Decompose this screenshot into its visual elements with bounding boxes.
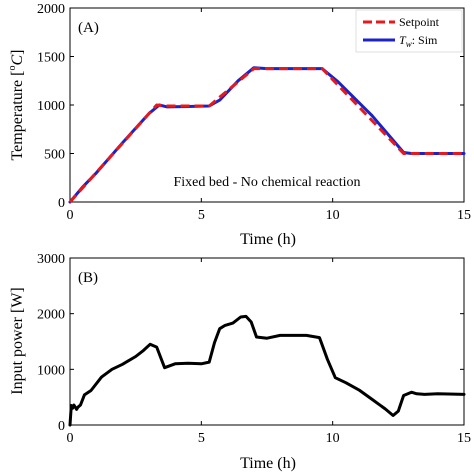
series-line-setpoint xyxy=(68,67,464,203)
panel-a-series xyxy=(68,66,466,204)
panel-a-xtick-label: 5 xyxy=(198,208,205,223)
panel-b-axes-box xyxy=(69,257,465,426)
legend-sim-label-t: T xyxy=(399,33,407,47)
panel-a-ytick-label: 0 xyxy=(58,196,65,211)
panel-a-ticks: 0 5 10 15 0 500 1000 1500 2000 xyxy=(37,2,471,223)
panel-b-label: (B) xyxy=(78,270,98,286)
panel-a-ylabel-main: Temperature [ xyxy=(9,71,26,161)
panel-b-ticks: 0 5 10 15 0 1000 2000 3000 xyxy=(37,252,471,446)
panel-b: 0 5 10 15 0 1000 2000 3000 (B) Time (h) Input p… xyxy=(9,252,471,472)
panel-b-ylabel: Input power [W] xyxy=(9,287,26,395)
panel-b-xtick-label: 10 xyxy=(326,431,340,446)
legend-setpoint-label: Setpoint xyxy=(399,15,440,29)
panel-b-xtick-label: 15 xyxy=(457,431,471,446)
panel-b-xtick-label: 5 xyxy=(198,431,205,446)
panel-a-xtick-label: 10 xyxy=(326,208,340,223)
legend-sim-label-rest: : Sim xyxy=(412,33,438,47)
panel-a-ylabel-end: ] xyxy=(9,50,26,55)
panel-b-ytick-label: 0 xyxy=(58,419,65,434)
panel-b-series xyxy=(68,314,466,427)
panel-a-legend: Setpoint Tw: Sim xyxy=(355,9,463,53)
panel-a-ylabel: Temperature [oC] xyxy=(7,50,26,161)
panel-a-annotation: Fixed bed - No chemical reaction xyxy=(174,175,361,190)
panel-a-xtick-label: 15 xyxy=(457,208,471,223)
panel-a-ytick-label: 2000 xyxy=(37,2,65,17)
panel-b-ytick-label: 1000 xyxy=(37,363,65,378)
panel-a-xtick-label: 0 xyxy=(67,208,74,223)
legend-sim-label-sub: w xyxy=(406,39,412,49)
panel-b-ytick-label: 3000 xyxy=(37,252,65,267)
panel-b-xlabel: Time (h) xyxy=(240,455,296,472)
panel-b-ytick-label: 2000 xyxy=(37,308,65,323)
panel-a: 0 5 10 15 0 500 1000 1500 2000 (A) Fixed bed - N… xyxy=(7,2,471,248)
panel-a-label: (A) xyxy=(78,20,99,36)
panel-a-ytick-label: 1500 xyxy=(37,51,65,66)
panel-a-ytick-label: 500 xyxy=(44,148,65,163)
legend-box xyxy=(355,9,463,53)
panel-a-ylabel-sup: o xyxy=(7,66,18,71)
series-line-power xyxy=(68,314,466,427)
panel-a-ytick-label: 1000 xyxy=(37,99,65,114)
panel-b-xtick-label: 0 xyxy=(67,431,74,446)
panel-a-xlabel: Time (h) xyxy=(240,231,296,248)
panel-a-ylabel-unit: C xyxy=(9,55,26,66)
legend-sim-label: Tw: Sim xyxy=(399,33,438,49)
